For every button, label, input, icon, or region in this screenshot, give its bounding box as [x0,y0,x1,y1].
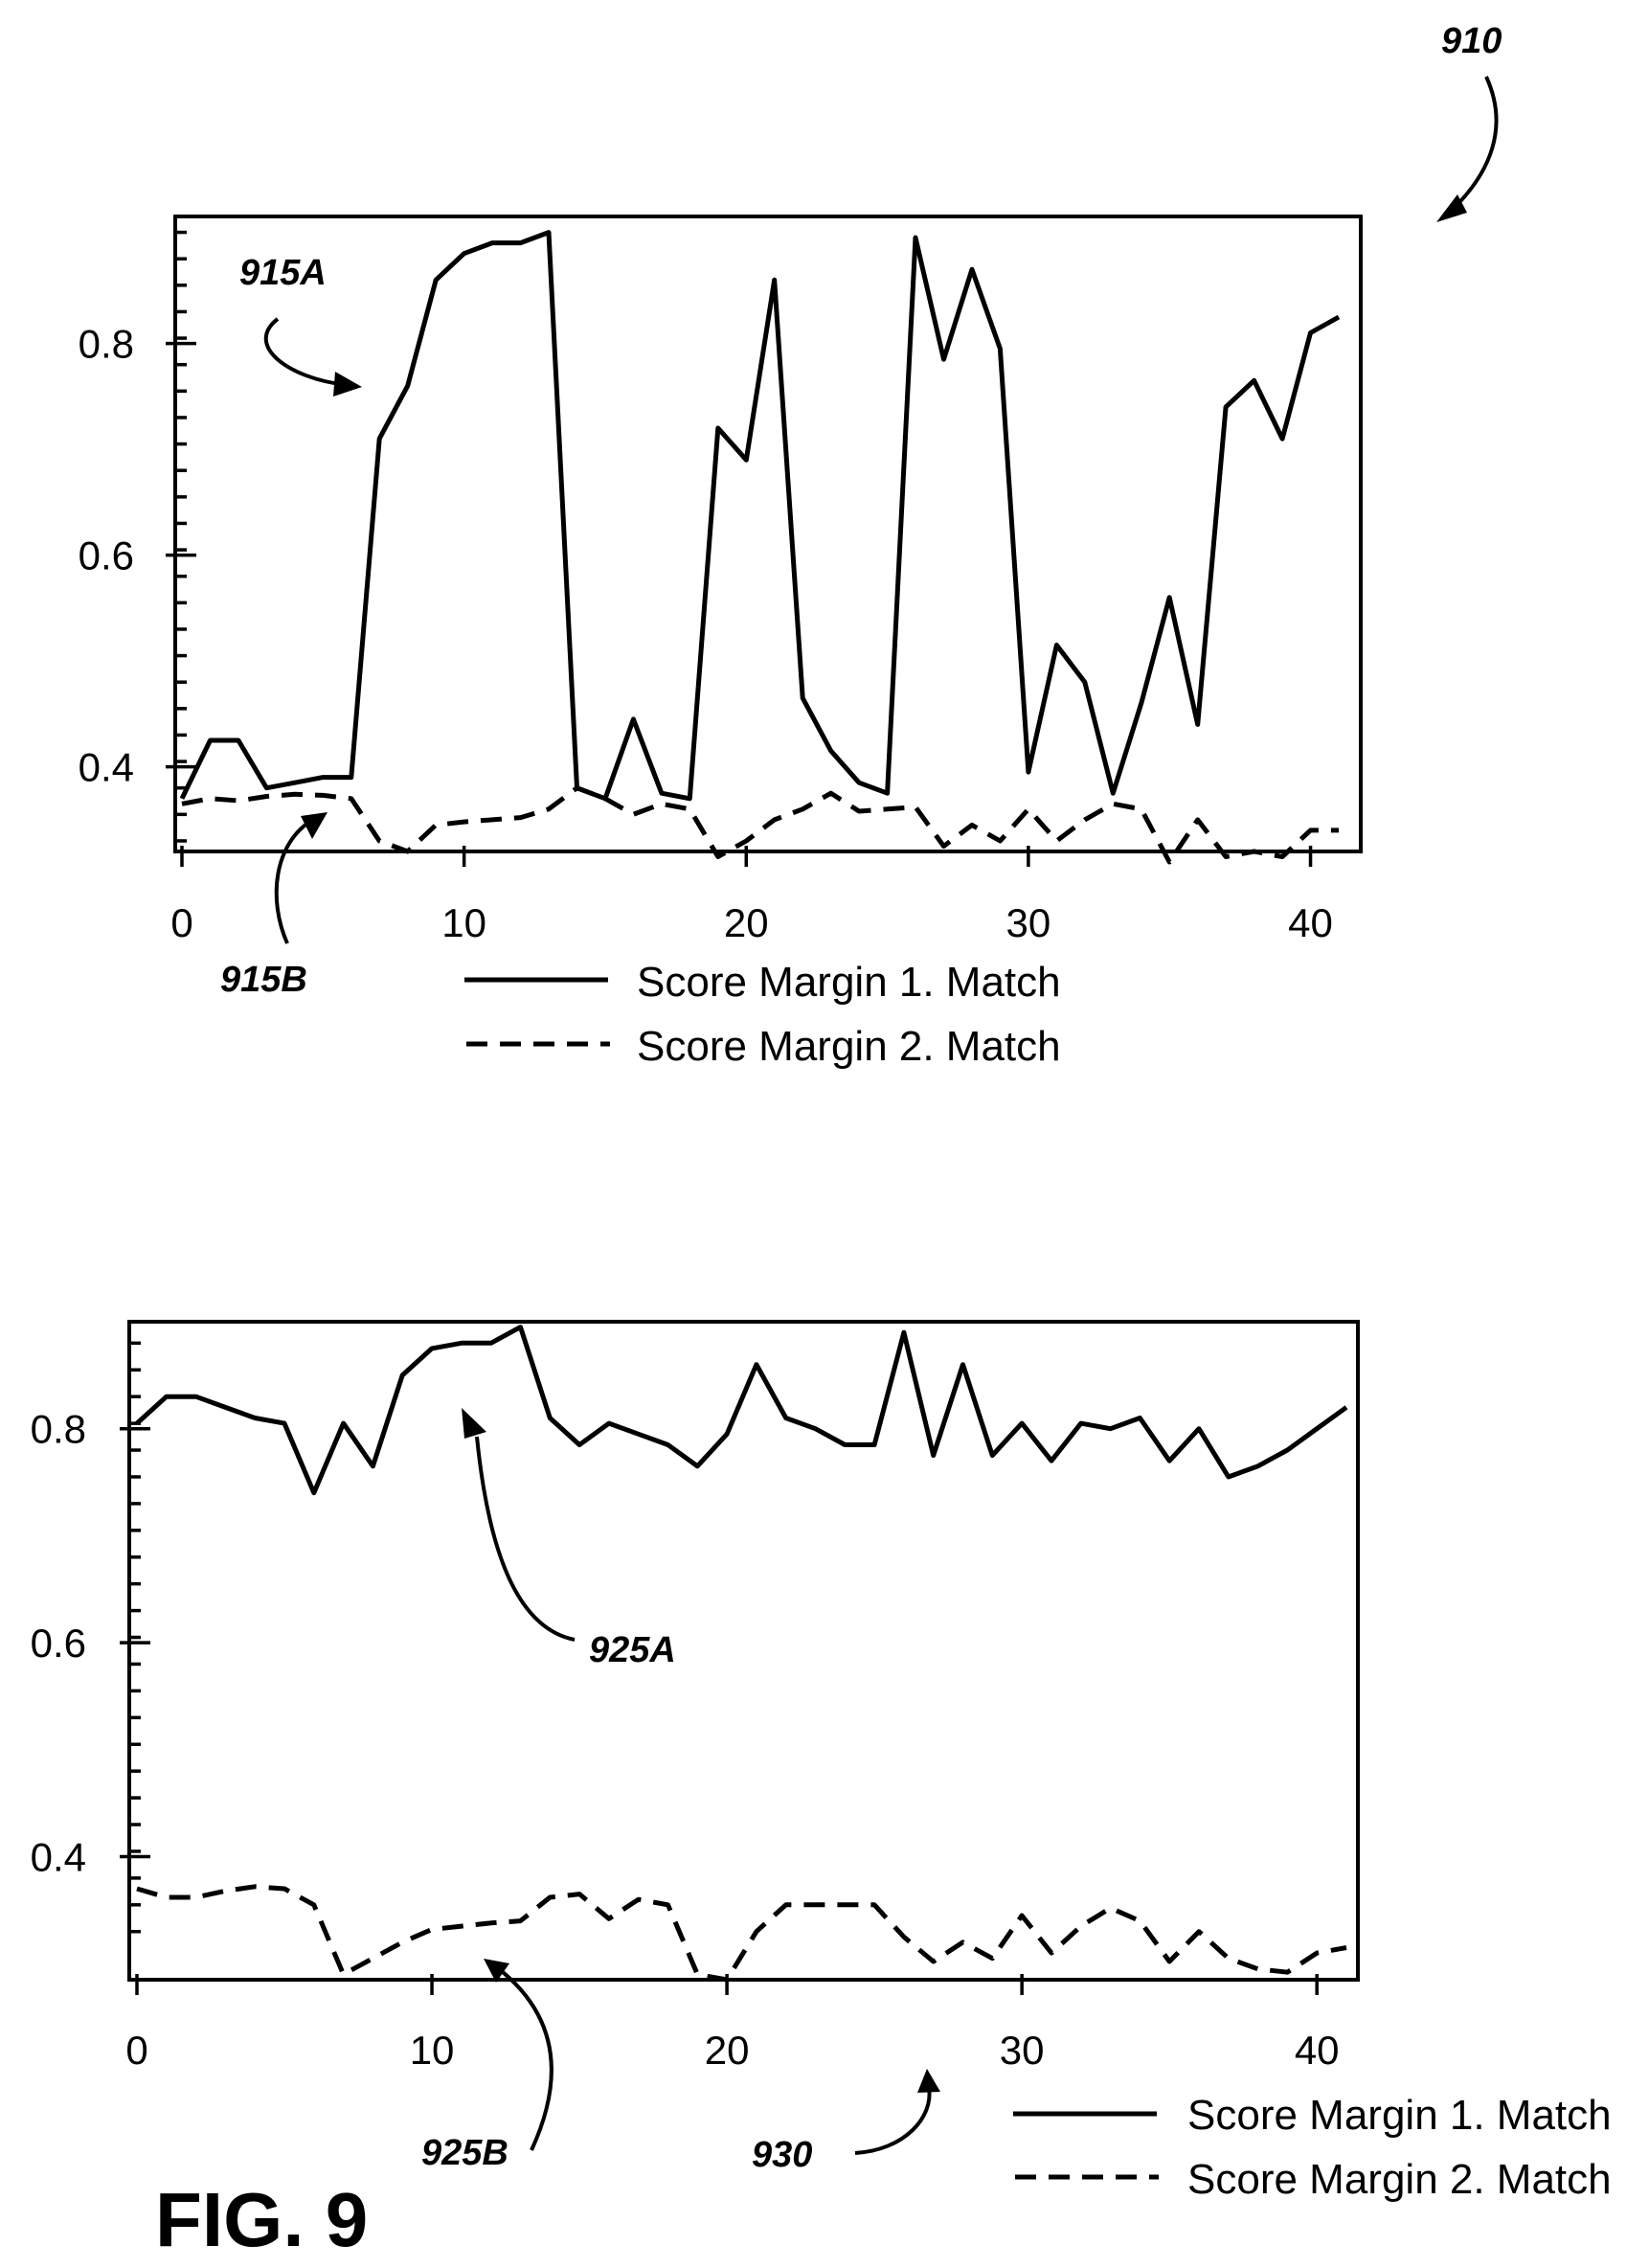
chart-top-series-2-line [181,785,1339,865]
chart-top-y-tick-label: 0.8 [79,322,134,367]
chart-top-y-ticks: 0.4 0.6 0.8 [79,322,196,790]
chart-top: 0.4 0.6 0.8 0 10 20 30 40 915A 915B Score Marg… [79,215,1363,1070]
ref-arrow-915a [263,317,348,387]
chart-top-legend-label-1: Score Margin 1. Match [637,959,1061,1006]
ref-arrowhead-930 [917,2069,940,2093]
ref-label-925a: 925A [589,1630,676,1670]
chart-bottom-frame [127,1320,1360,1982]
chart-bottom-x-ticks: 0 10 20 30 40 [125,1974,1340,2073]
chart-top-x-tick-label: 0 [170,900,192,945]
chart-bottom-y-tick-label: 0.4 [31,1835,86,1880]
ref-arrowhead-925b [484,1959,509,1983]
chart-bottom-y-tick-label: 0.8 [31,1407,86,1452]
chart-bottom-legend-label-2: Score Margin 2. Match [1187,2156,1612,2203]
chart-bottom-series-1-line [135,1325,1348,1496]
chart-bottom-legend-label-1: Score Margin 1. Match [1187,2092,1612,2139]
ref-label-930: 930 [752,2135,812,2175]
chart-bottom: 0.4 0.6 0.8 0 10 20 30 40 925A 925B 930 Score … [31,1320,1612,2203]
figure-label: FIG. 9 [155,2177,368,2262]
chart-top-x-tick-label: 20 [724,900,769,945]
ref-label-910: 910 [1441,21,1502,61]
chart-top-y-tick-label: 0.6 [79,533,134,578]
chart-bottom-x-tick-label: 10 [410,2028,455,2073]
chart-bottom-x-tick-label: 40 [1295,2028,1340,2073]
chart-bottom-y-tick-label: 0.6 [31,1621,86,1666]
chart-top-legend-label-2: Score Margin 2. Match [637,1023,1061,1070]
ref-arrow-930 [854,2087,932,2155]
ref-label-915b: 915B [220,960,307,1000]
ref-arrowhead-915b [301,812,328,839]
chart-bottom-series-2-line [136,1884,1347,1983]
chart-top-series-1-line [179,230,1341,802]
ref-arrowhead-925a [462,1408,486,1439]
chart-bottom-x-tick-label: 30 [1000,2028,1045,2073]
ref-arrow-925b [496,1966,553,2151]
ref-label-925b: 925B [421,2133,508,2173]
ref-label-915a: 915A [239,253,327,293]
ref-arrowhead-915a [333,372,362,397]
chart-top-frame [173,215,1363,853]
ref-arrow-915b [274,817,316,944]
chart-top-x-tick-label: 40 [1288,900,1333,945]
chart-bottom-x-tick-label: 20 [705,2028,750,2073]
ref-arrow-910 [1444,76,1499,217]
chart-bottom-minor-ticks [129,1341,141,1934]
ref-arrowhead-910 [1436,194,1467,222]
chart-top-x-tick-label: 10 [441,900,486,945]
chart-bottom-y-ticks: 0.4 0.6 0.8 [31,1407,150,1880]
chart-top-x-ticks: 0 10 20 30 40 [170,846,1333,945]
chart-top-x-tick-label: 30 [1006,900,1051,945]
ref-arrow-925a [475,1436,576,1642]
chart-top-y-tick-label: 0.4 [79,745,134,790]
chart-bottom-x-tick-label: 0 [125,2028,147,2073]
